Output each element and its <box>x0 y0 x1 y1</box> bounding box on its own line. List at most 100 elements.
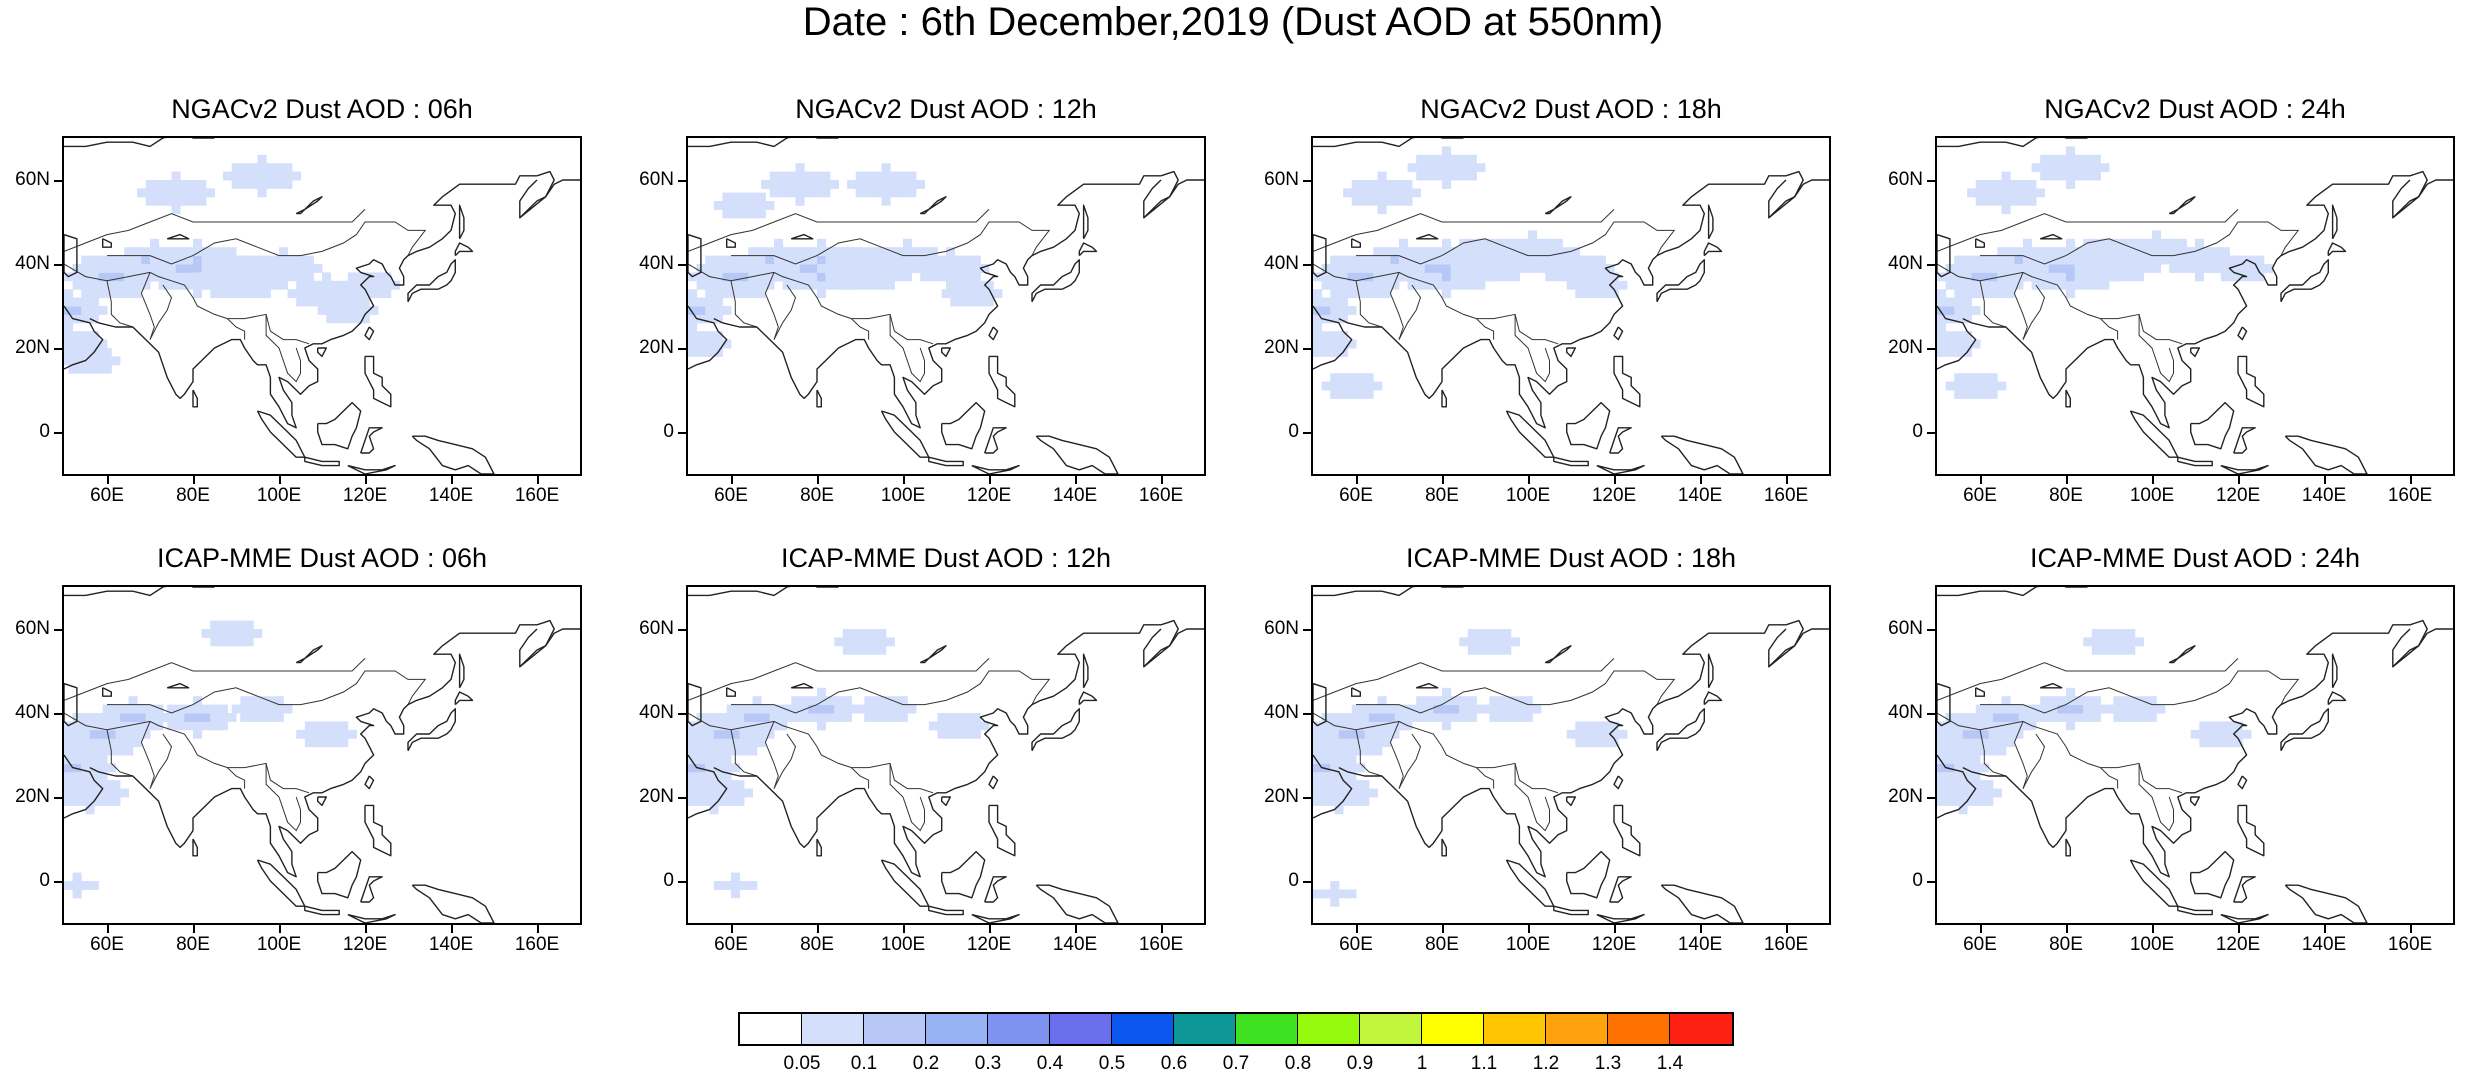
dust-cell <box>1356 390 1366 399</box>
dust-cell <box>2066 272 2076 282</box>
dust-cell <box>304 721 314 731</box>
dust-cell <box>1937 746 1947 756</box>
dust-cell <box>2066 687 2076 697</box>
dust-cell <box>1601 280 1611 290</box>
latitude-label: 40N <box>1264 702 1299 723</box>
longitude-label: 120E <box>1591 485 1637 506</box>
dust-cell <box>808 247 818 257</box>
dust-cell <box>158 713 168 722</box>
dust-cell <box>1442 272 1452 282</box>
dust-cell <box>2091 704 2101 714</box>
dust-cell <box>347 729 357 739</box>
dust-cell <box>2074 280 2084 290</box>
dust-cell <box>2018 721 2028 731</box>
dust-cell <box>756 247 766 257</box>
dust-cell <box>769 188 779 198</box>
longitude-label: 60E <box>90 934 124 955</box>
aod-colorbar <box>738 1012 1734 1046</box>
longitude-label: 140E <box>2301 934 2347 955</box>
dust-cell <box>1975 180 1985 189</box>
dust-cell <box>72 272 82 282</box>
dust-cell <box>115 264 125 273</box>
dust-cell <box>218 620 228 630</box>
dust-cell <box>765 247 775 257</box>
dust-cell <box>107 738 117 748</box>
dust-cell <box>2014 264 2024 273</box>
dust-cell <box>236 629 246 638</box>
country-border <box>2022 733 2046 789</box>
dust-cell <box>2066 171 2076 181</box>
dust-cell <box>2109 247 2119 257</box>
dust-cell <box>864 188 874 198</box>
y-tick <box>54 264 62 266</box>
x-tick <box>1442 476 1444 484</box>
dust-cell <box>799 280 809 290</box>
dust-cell <box>2233 721 2243 731</box>
dust-cell <box>1536 247 1546 257</box>
country-border <box>106 720 310 794</box>
dust-cell <box>89 306 99 315</box>
country-border <box>265 763 301 832</box>
dust-field <box>1313 146 1628 399</box>
dust-cell <box>89 314 99 324</box>
dust-cell <box>1476 637 1486 647</box>
dust-cell <box>1519 255 1529 265</box>
latitude-label: 60N <box>15 618 50 639</box>
dust-cell <box>769 171 779 181</box>
dust-cell <box>1377 721 1387 731</box>
dust-cell <box>1360 713 1370 722</box>
dust-cell <box>1373 247 1383 257</box>
dust-cell <box>1424 247 1434 257</box>
dust-cell <box>72 721 82 731</box>
country-border <box>140 272 155 340</box>
dust-cell <box>193 247 203 257</box>
dust-cell <box>1575 738 1585 748</box>
coastline <box>2190 347 2200 358</box>
dust-cell <box>1971 755 1981 764</box>
dust-cell <box>1954 255 1964 265</box>
dust-cell <box>709 797 719 806</box>
dust-cell <box>1381 738 1391 748</box>
dust-cell <box>1403 180 1413 189</box>
dust-cell <box>928 247 938 257</box>
dust-cell <box>756 255 766 265</box>
dust-cell <box>1937 729 1947 739</box>
dust-cell <box>1493 272 1503 282</box>
dust-cell <box>842 645 852 655</box>
dust-cell <box>1945 348 1955 357</box>
dust-cell <box>94 356 104 366</box>
dust-cell <box>825 264 835 273</box>
dust-cell <box>1338 289 1348 299</box>
coastline <box>1313 587 1464 597</box>
dust-cell <box>898 171 908 181</box>
dust-cell <box>1459 713 1469 722</box>
dust-cell <box>1937 763 1947 773</box>
coastline <box>364 326 375 341</box>
dust-cell <box>1450 264 1460 273</box>
coastline <box>1544 196 1572 215</box>
country-border <box>1937 712 2006 777</box>
dust-cell <box>1364 280 1374 290</box>
dust-cell <box>842 255 852 265</box>
country-border <box>1313 263 1382 328</box>
dust-cell <box>373 280 383 290</box>
dust-cell <box>898 713 908 722</box>
dust-cell <box>791 255 801 265</box>
dust-cell <box>1997 247 2007 257</box>
dust-cell <box>1377 171 1387 181</box>
dust-cell <box>1407 264 1417 273</box>
coastline <box>192 838 198 857</box>
dust-cell <box>2225 729 2235 739</box>
dust-cell <box>128 704 138 714</box>
dust-cell <box>782 247 792 257</box>
dust-cell <box>881 696 891 706</box>
dust-cell <box>85 356 95 366</box>
colorbar-swatch <box>1236 1014 1298 1044</box>
dust-cell <box>171 171 181 181</box>
dust-cell <box>1360 188 1370 198</box>
dust-cell <box>1317 797 1327 806</box>
latitude-label: 40N <box>1888 253 1923 274</box>
dust-cell <box>326 306 336 315</box>
dust-cell <box>881 163 891 173</box>
dust-cell <box>89 746 99 756</box>
